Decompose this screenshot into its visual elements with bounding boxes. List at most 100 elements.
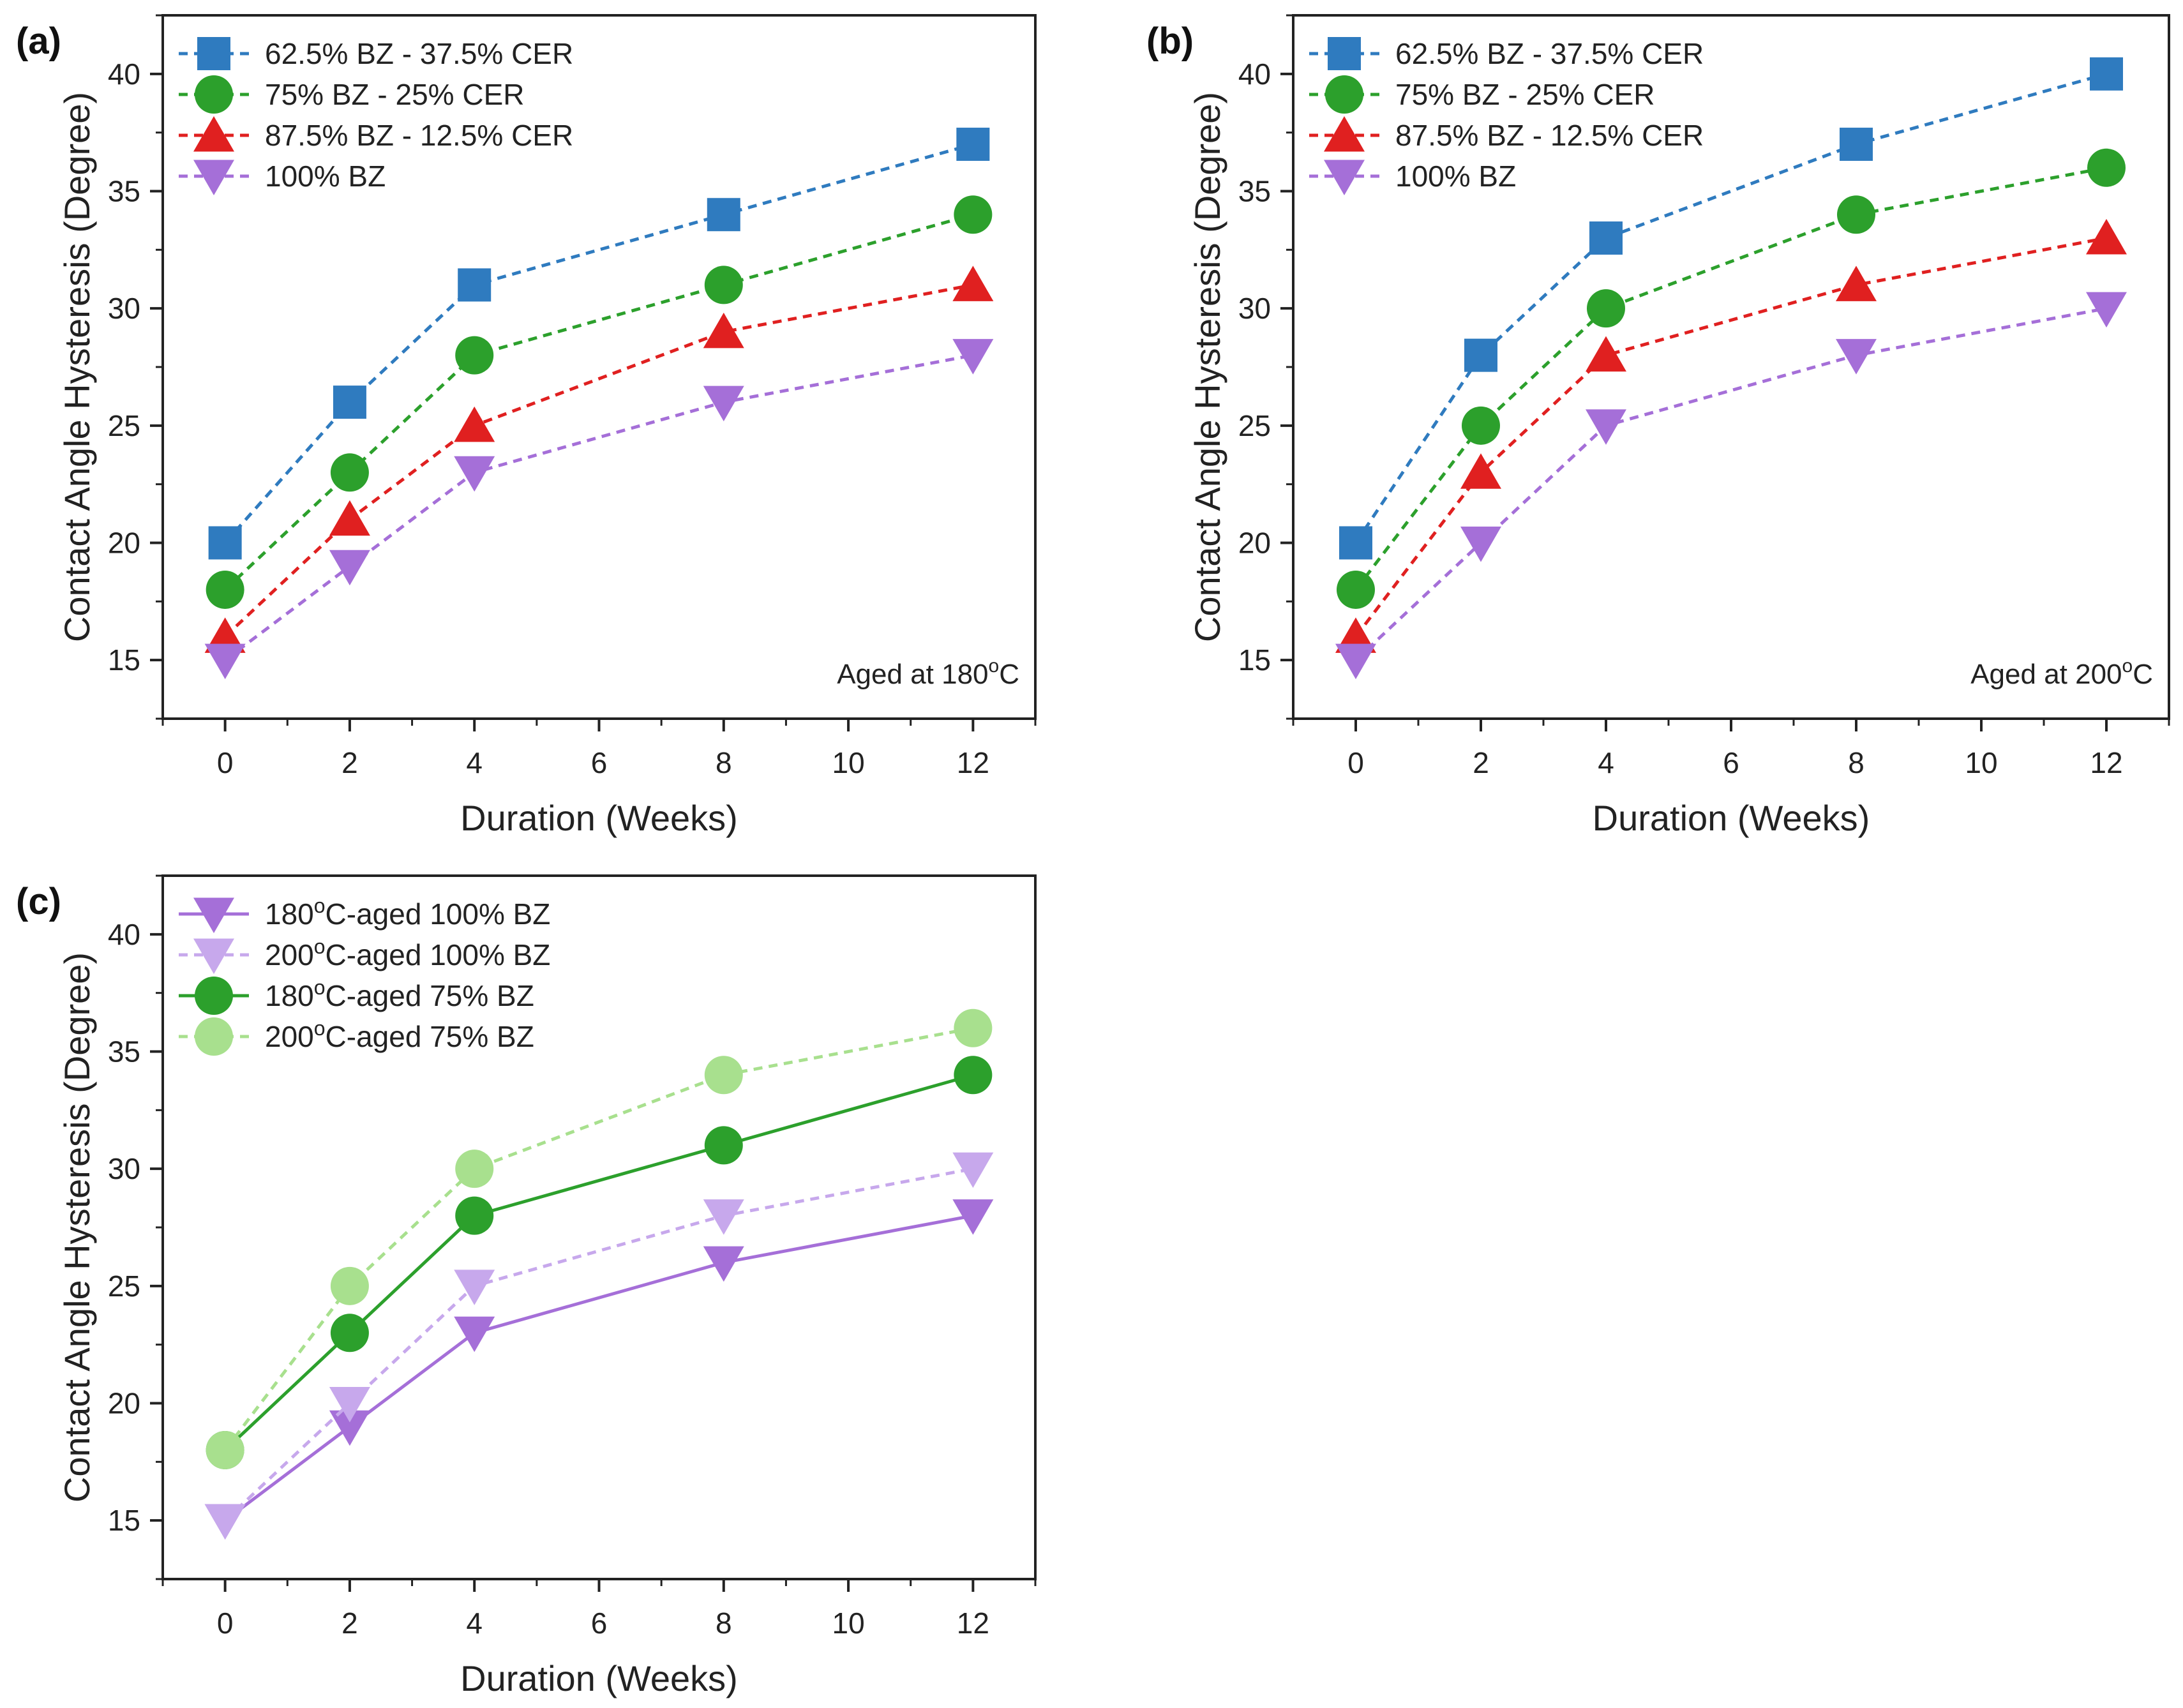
y-tick-label: 35 [108,175,140,208]
series-3 [1335,292,2127,680]
legend-marker [195,1017,233,1056]
legend-text: 75% BZ - 25% CER [1395,78,1654,111]
data-point [329,1387,370,1423]
legend-label: 75% BZ - 25% CER [1395,78,1654,111]
x-tick-label: 6 [591,1607,608,1640]
legend-label: 180oC-aged 100% BZ [265,894,550,931]
data-point [954,1056,993,1095]
panel-label: (c) [16,881,61,922]
series-3 [204,339,994,680]
y-tick-label: 35 [1238,175,1271,208]
data-point [1586,336,1626,372]
legend-label: 87.5% BZ - 12.5% CER [1395,119,1704,152]
series-1 [1337,148,2126,609]
legend-label: 200oC-aged 100% BZ [265,935,550,971]
legend-text: 62.5% BZ - 37.5% CER [1395,37,1704,70]
data-point [454,406,495,442]
data-point [1337,570,1375,609]
x-tick-label: 0 [217,746,234,779]
series-line [223,1026,973,1451]
series-2 [1335,218,2127,653]
series-1 [206,195,993,609]
data-point [330,453,369,492]
y-tick-label: 15 [108,643,140,677]
legend-marker [193,116,234,152]
series-0 [1339,57,2123,560]
y-tick-label: 25 [108,1270,140,1303]
y-tick-label: 35 [108,1035,140,1068]
legend-text: C-aged 100% BZ [326,897,551,931]
annotation-text: Aged at 200 [1970,659,2122,690]
x-tick-label: 8 [1848,746,1864,779]
legend-marker [193,938,234,974]
x-tick-label: 6 [591,746,608,779]
x-tick-label: 6 [1723,746,1739,779]
legend-marker [1325,75,1363,114]
x-axis-title: Duration (Weeks) [460,798,738,838]
legend-text: 87.5% BZ - 12.5% CER [1395,119,1704,152]
x-tick-label: 10 [1965,746,1997,779]
panel-1: 0 2 4 6 8 10 12 15 20 25 30 35 40 Duration (Weeks) Con… [1146,14,2170,838]
legend-label: 87.5% BZ - 12.5% CER [265,119,573,152]
annotation-sup: o [989,655,1000,677]
data-point [2086,218,2127,255]
legend-text: 200 [265,1020,314,1053]
legend: 62.5% BZ - 37.5% CER 75% BZ - 25% CER 87.5… [1309,37,1704,195]
x-tick-label: 8 [716,746,732,779]
legend-label: 200oC-aged 75% BZ [265,1017,534,1053]
series-3 [206,1008,993,1469]
legend-marker [1324,116,1365,152]
data-point [455,1196,494,1235]
y-tick-label: 20 [108,527,140,560]
legend-label: 62.5% BZ - 37.5% CER [1395,37,1704,70]
legend-label: 75% BZ - 25% CER [265,78,524,111]
legend-text: 200 [265,938,314,971]
data-point [1840,128,1873,161]
series-0 [208,128,990,560]
x-tick-label: 4 [466,746,483,779]
series-line [1354,166,2107,591]
x-tick-label: 12 [957,746,989,779]
data-point [952,339,994,375]
annotation-text: C [999,659,1019,690]
data-point [703,386,744,422]
data-point [330,1266,369,1305]
data-point [329,550,370,586]
legend-text: C-aged 100% BZ [326,938,551,971]
y-tick-label: 20 [1238,527,1271,560]
data-point [704,1056,743,1095]
data-point [707,198,740,232]
data-point [2086,292,2127,328]
legend-label: 100% BZ [1395,160,1516,193]
data-point [952,1199,994,1235]
legend-sup: o [314,1017,326,1040]
legend: 62.5% BZ - 37.5% CER 75% BZ - 25% CER 87.5… [179,37,573,195]
legend-marker [1324,160,1365,195]
x-tick-label: 10 [832,746,864,779]
data-point [1464,338,1497,372]
data-point [1335,643,1376,680]
data-point [952,266,994,301]
x-tick-label: 0 [1347,746,1364,779]
y-tick-label: 20 [108,1387,140,1420]
data-point [954,195,993,234]
panel-0: 0 2 4 6 8 10 12 15 20 25 30 35 40 Duration (Weeks) Con… [16,14,1037,838]
y-axis-title: Contact Angle Hysteresis (Degree) [57,92,97,642]
data-point [330,1314,369,1352]
data-point [703,1199,744,1235]
series-1 [204,1152,994,1540]
legend-text: 62.5% BZ - 37.5% CER [265,37,573,70]
data-point [2087,148,2126,187]
data-point [333,386,366,419]
x-tick-label: 4 [1598,746,1614,779]
data-point [206,1430,244,1469]
data-point [208,526,242,560]
x-axis-title: Duration (Weeks) [460,1658,738,1698]
legend-sup: o [314,976,326,999]
data-point [204,643,246,680]
legend-marker [195,75,233,114]
data-point [206,570,244,609]
legend-sup: o [314,935,326,958]
data-point [329,1410,370,1446]
